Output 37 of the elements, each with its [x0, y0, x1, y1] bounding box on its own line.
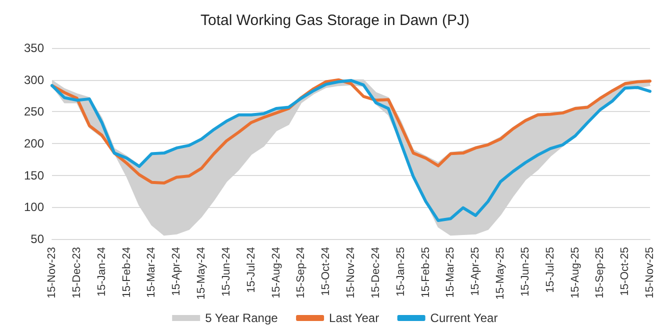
x-tick-label: 15-Jan-25	[394, 247, 407, 297]
legend-label: Current Year	[430, 311, 498, 325]
x-tick-label: 15-May-24	[196, 247, 208, 300]
x-tick-label: 15-Dec-24	[370, 247, 382, 298]
x-tick-label: 15-Feb-24	[120, 247, 133, 298]
x-tick-label: 15-Nov-24	[345, 247, 357, 298]
x-tick-label: 15-Oct-24	[320, 247, 332, 296]
x-tick-label: 15-Dec-23	[70, 247, 83, 298]
x-tick-label: 15-Nov-23	[46, 247, 58, 298]
y-tick-label: 200	[24, 136, 44, 150]
x-tick-label: 15-Sep-24	[295, 247, 308, 298]
x-tick-label: 15-Apr-25	[470, 247, 482, 296]
x-tick-label: 15-Mar-24	[146, 247, 158, 298]
chart-title: Total Working Gas Storage in Dawn (PJ)	[200, 12, 470, 29]
y-tick-label: 300	[24, 72, 44, 87]
x-tick-label: 15-Sep-25	[594, 247, 606, 298]
legend-label: Last Year	[329, 311, 380, 325]
x-tick-label: 15-Nov-25	[644, 247, 656, 298]
x-tick-label: 15-Jun-24	[220, 247, 232, 297]
x-tick-label: 15-Feb-25	[420, 247, 432, 298]
y-tick-label: 350	[24, 41, 44, 55]
x-tick-label: 15-Aug-24	[270, 247, 282, 298]
x-tick-label: 15-Jul-25	[544, 247, 556, 293]
x-tick-label: 15-Oct-25	[619, 247, 632, 296]
x-tick-label: 15-Aug-25	[569, 247, 582, 298]
y-tick-label: 100	[24, 200, 44, 214]
y-tick-label: 250	[24, 104, 44, 119]
x-tick-label: 15-Apr-24	[170, 247, 183, 296]
x-tick-label: 15-Jun-25	[519, 247, 532, 297]
x-tick-label: 15-Jan-24	[96, 247, 108, 297]
x-tick-label: 15-Jul-24	[245, 247, 258, 293]
line-series	[50, 78, 652, 184]
x-tick-label: 15-May-25	[494, 247, 506, 300]
legend-label: 5 Year Range	[205, 311, 278, 325]
x-tick-label: 15-Mar-25	[444, 247, 457, 298]
y-tick-label: 150	[24, 168, 44, 182]
y-tick-label: 50	[30, 232, 44, 246]
